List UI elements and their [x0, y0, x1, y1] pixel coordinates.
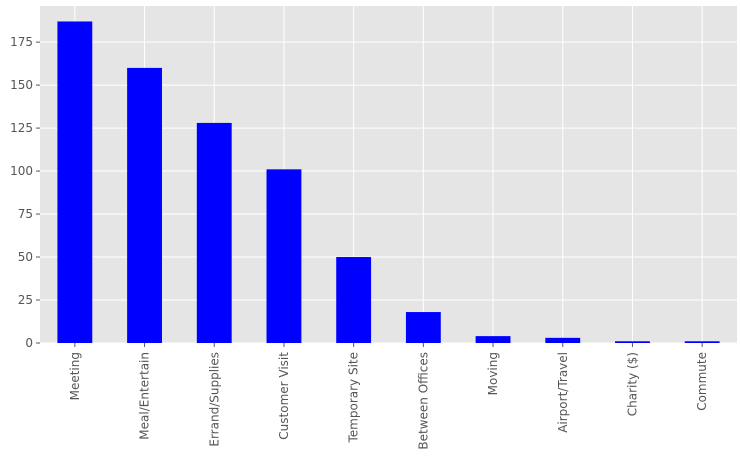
bar: [684, 341, 720, 343]
x-tick-label: Temporary Site: [347, 352, 361, 444]
y-axis: 0 25 50 75 100 125 150 175: [10, 35, 40, 350]
y-tick-label: 100: [10, 164, 33, 178]
y-tick-label: 175: [10, 35, 33, 49]
x-tick-label: Charity ($): [625, 352, 639, 416]
x-tick-label: Customer Visit: [277, 352, 291, 440]
bar: [57, 21, 93, 344]
bar: [475, 336, 511, 343]
x-axis: Meeting Meal/Entertain Errand/Supplies Cust…: [68, 343, 709, 450]
x-tick-label: Airport/Travel: [556, 352, 570, 433]
bar: [127, 67, 162, 344]
bars: [57, 21, 720, 344]
bar: [545, 337, 581, 343]
x-tick-label: Errand/Supplies: [207, 352, 221, 447]
bar: [336, 257, 372, 343]
x-tick-label: Moving: [486, 352, 500, 395]
y-tick-label: 25: [18, 293, 33, 307]
x-tick-label: Meal/Entertain: [138, 352, 152, 440]
x-tick-label: Meeting: [68, 352, 82, 400]
y-tick-label: 0: [25, 336, 33, 350]
y-tick-label: 75: [18, 207, 33, 221]
bar: [196, 122, 232, 343]
y-tick-label: 125: [10, 121, 33, 135]
x-tick-label: Between Offices: [416, 352, 430, 450]
bar: [266, 169, 302, 343]
y-tick-label: 150: [10, 78, 33, 92]
bar: [615, 341, 650, 343]
x-tick-label: Commute: [695, 352, 709, 411]
y-tick-label: 50: [18, 250, 33, 264]
bar: [405, 312, 441, 343]
